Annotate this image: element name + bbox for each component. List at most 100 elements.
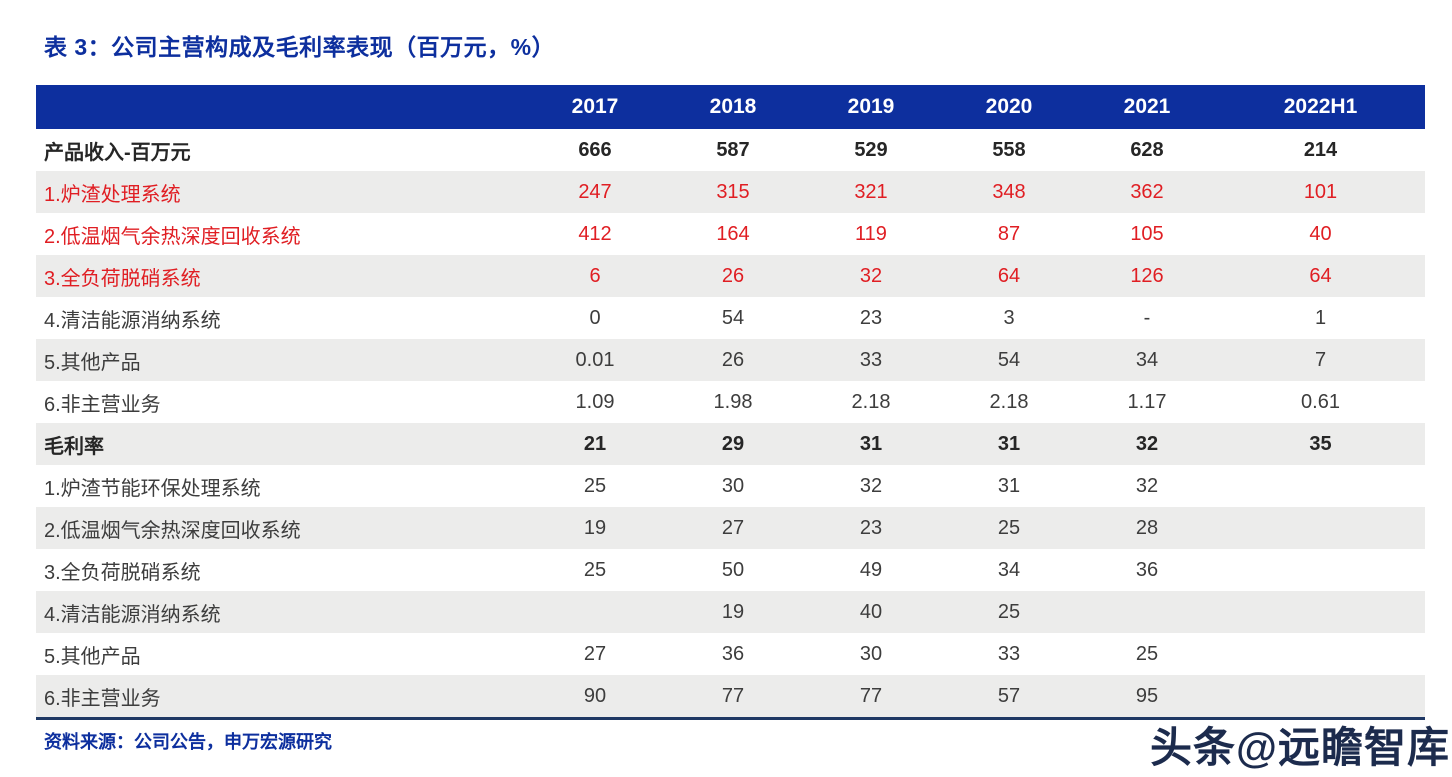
- cell-value: 315: [716, 180, 750, 203]
- cell-value: 32: [859, 264, 883, 287]
- cell-value: 36: [721, 642, 745, 665]
- cell-value: 1: [1314, 306, 1327, 329]
- cell-value: 28: [1135, 516, 1159, 539]
- cell-value: 3: [1003, 306, 1015, 329]
- table-row: 产品收入-百万元 666 587 529 558 628 214: [36, 129, 1425, 171]
- row-label: 3.全负荷脱硝系统: [44, 267, 201, 290]
- cell-value: 33: [997, 642, 1021, 665]
- cell-value: 27: [721, 516, 745, 539]
- cell-value: 31: [859, 432, 883, 455]
- column-header: 2018: [664, 85, 802, 129]
- table-row: 2.低温烟气余热深度回收系统 19 27 23 25 28: [36, 507, 1425, 549]
- row-label: 2.低温烟气余热深度回收系统: [44, 519, 301, 542]
- table-row: 4.清洁能源消纳系统 19 40 25: [36, 591, 1425, 633]
- row-label: 6.非主营业务: [44, 687, 161, 710]
- cell-value: 628: [1130, 138, 1164, 161]
- row-label: 6.非主营业务: [44, 393, 161, 416]
- column-header: 2020: [940, 85, 1078, 129]
- cell-value: [526, 591, 664, 633]
- cell-value: 0.01: [575, 348, 615, 371]
- table-row: 6.非主营业务 90 77 77 57 95: [36, 675, 1425, 719]
- cell-value: 164: [716, 222, 750, 245]
- cell-value: 64: [1309, 264, 1332, 287]
- cell-value: 21: [583, 432, 607, 455]
- cell-value: 34: [997, 558, 1021, 581]
- table-row: 毛利率 21 29 31 31 32 35: [36, 423, 1425, 465]
- column-header: 2017: [526, 85, 664, 129]
- cell-value: 32: [1135, 432, 1159, 455]
- cell-value: 1.98: [713, 390, 753, 413]
- cell-value: 587: [716, 138, 750, 161]
- corner-cell: [36, 85, 526, 129]
- cell-value: 2.18: [851, 390, 891, 413]
- cell-value: 1.17: [1127, 390, 1167, 413]
- cell-value: 36: [1135, 558, 1159, 581]
- cell-value: 33: [859, 348, 883, 371]
- watermark: 头条@远瞻智库: [1150, 724, 1450, 771]
- cell-value: 214: [1303, 138, 1338, 161]
- cell-value: 412: [578, 222, 612, 245]
- cell-value: 23: [859, 516, 883, 539]
- row-label: 5.其他产品: [44, 351, 141, 374]
- cell-value: [1216, 465, 1425, 507]
- cell-value: 77: [859, 684, 883, 707]
- table-header: 2017 2018 2019 2020 2021 2022H1: [36, 85, 1425, 129]
- cell-value: 26: [721, 348, 745, 371]
- table-row: 2.低温烟气余热深度回收系统 412 164 119 87 105 40: [36, 213, 1425, 255]
- cell-value: 57: [997, 684, 1021, 707]
- cell-value: 105: [1130, 222, 1164, 245]
- column-header: 2019: [802, 85, 940, 129]
- cell-value: [1216, 549, 1425, 591]
- cell-value: 29: [721, 432, 745, 455]
- cell-value: 30: [859, 642, 883, 665]
- cell-value: 1.09: [575, 390, 615, 413]
- cell-value: 25: [997, 600, 1021, 623]
- cell-value: [1216, 507, 1425, 549]
- cell-value: 119: [855, 222, 887, 245]
- cell-value: 25: [583, 558, 607, 581]
- cell-value: 25: [997, 516, 1021, 539]
- cell-value: 362: [1130, 180, 1164, 203]
- cell-value: 34: [1135, 348, 1159, 371]
- cell-value: 19: [583, 516, 607, 539]
- table-row: 6.非主营业务 1.09 1.98 2.18 2.18 1.17 0.61: [36, 381, 1425, 423]
- cell-value: 6: [589, 264, 601, 287]
- cell-value: 87: [997, 222, 1021, 245]
- source-note: 资料来源：公司公告，申万宏源研究: [44, 732, 332, 752]
- cell-value: 54: [997, 348, 1021, 371]
- table-row: 3.全负荷脱硝系统 6 26 32 64 126 64: [36, 255, 1425, 297]
- cell-value: -: [1143, 306, 1151, 329]
- table-body: 产品收入-百万元 666 587 529 558 628 214 1.炉渣处理系…: [36, 129, 1425, 719]
- cell-value: 101: [1303, 180, 1338, 203]
- cell-value: 64: [997, 264, 1021, 287]
- cell-value: 25: [583, 474, 607, 497]
- cell-value: 126: [1130, 264, 1164, 287]
- row-label: 1.炉渣处理系统: [44, 183, 181, 206]
- cell-value: 247: [578, 180, 612, 203]
- cell-value: [1216, 591, 1425, 633]
- header-row: 2017 2018 2019 2020 2021 2022H1: [36, 85, 1425, 129]
- cell-value: 95: [1135, 684, 1159, 707]
- cell-value: 49: [859, 558, 883, 581]
- cell-value: 0.61: [1301, 390, 1340, 413]
- cell-value: 50: [721, 558, 745, 581]
- cell-value: 25: [1135, 642, 1159, 665]
- row-label: 毛利率: [44, 435, 104, 458]
- table-row: 3.全负荷脱硝系统 25 50 49 34 36: [36, 549, 1425, 591]
- row-label: 产品收入-百万元: [44, 141, 191, 164]
- cell-value: 529: [854, 138, 888, 161]
- table-row: 4.清洁能源消纳系统 0 54 23 3 - 1: [36, 297, 1425, 339]
- column-header: 2022H1: [1216, 85, 1425, 129]
- cell-value: 666: [578, 138, 612, 161]
- cell-value: 40: [1309, 222, 1332, 245]
- main-table: 2017 2018 2019 2020 2021 2022H1 产品收入-百万元…: [36, 85, 1425, 720]
- page-title: 表 3：公司主营构成及毛利率表现（百万元，%）: [44, 34, 556, 60]
- row-label: 4.清洁能源消纳系统: [44, 603, 221, 626]
- table-row: 1.炉渣处理系统 247 315 321 348 362 101: [36, 171, 1425, 213]
- cell-value: 35: [1309, 432, 1332, 455]
- row-label: 2.低温烟气余热深度回收系统: [44, 225, 301, 248]
- cell-value: 558: [992, 138, 1026, 161]
- cell-value: 7: [1314, 348, 1327, 371]
- cell-value: 348: [992, 180, 1026, 203]
- cell-value: 32: [1135, 474, 1159, 497]
